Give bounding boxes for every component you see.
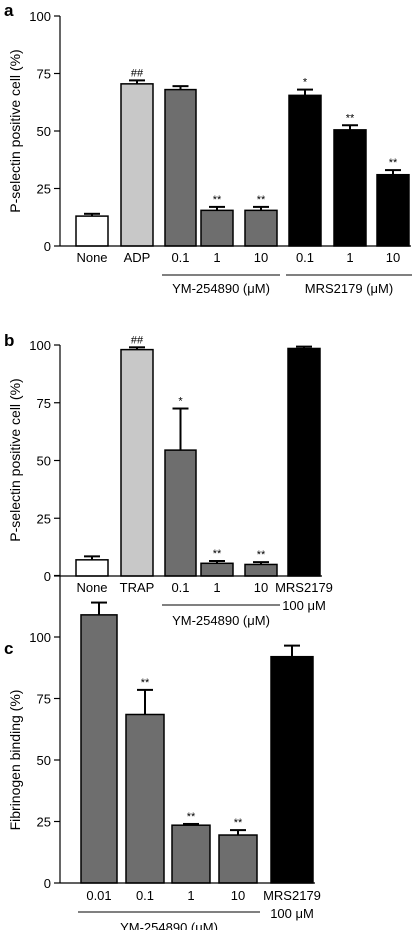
bar-1 <box>171 824 211 884</box>
bar-MRS2179 <box>270 655 314 884</box>
significance-label: ** <box>234 817 243 829</box>
significance-label: ## <box>131 67 144 79</box>
y-axis-label: P-selectin positive cell (%) <box>7 49 23 212</box>
x-tick-label: 0.1 <box>171 250 189 265</box>
x-tick-label: MRS2179 <box>263 888 321 903</box>
group-label: YM-254890 (μM) <box>172 613 270 628</box>
group-label: MRS2179 (μM) <box>305 281 393 296</box>
bar-0.1 <box>288 94 322 247</box>
y-tick-label: 50 <box>37 753 51 768</box>
bar-0.01 <box>80 614 118 884</box>
bar-ADP <box>120 83 154 247</box>
x-tick-label: 0.1 <box>296 250 314 265</box>
x-tick-label: 10 <box>386 250 400 265</box>
significance-label: ## <box>131 334 144 346</box>
y-tick-label: 50 <box>37 454 51 469</box>
significance-label: ** <box>389 157 398 169</box>
bar-1 <box>200 209 234 247</box>
y-tick-label: 0 <box>44 569 51 584</box>
panel-letter: b <box>4 331 14 350</box>
y-tick-label: 25 <box>37 182 51 197</box>
y-tick-label: 100 <box>29 9 51 24</box>
bar-TRAP <box>120 348 154 577</box>
x-tick-label: 0.1 <box>136 888 154 903</box>
significance-label: ** <box>141 677 150 689</box>
significance-label: ** <box>213 194 222 206</box>
x-tick-label: 0.01 <box>86 888 111 903</box>
significance-label: ** <box>257 549 266 561</box>
bar-10 <box>244 209 278 247</box>
y-tick-label: 75 <box>37 396 51 411</box>
group-label: YM-254890 (μM) <box>172 281 270 296</box>
significance-label: ** <box>187 811 196 823</box>
y-tick-label: 25 <box>37 815 51 830</box>
bar-None <box>75 559 109 577</box>
x-tick-label: ADP <box>124 250 151 265</box>
significance-label: ** <box>257 194 266 206</box>
y-axis-label: P-selectin positive cell (%) <box>7 378 23 541</box>
significance-label: ** <box>213 548 222 560</box>
x-tick-label: None <box>76 250 107 265</box>
panel-letter: a <box>4 1 14 20</box>
y-tick-label: 0 <box>44 239 51 254</box>
significance-label: * <box>303 77 308 89</box>
x-tick-label: MRS2179 <box>275 580 333 595</box>
y-axis-label: Fibrinogen binding (%) <box>7 690 23 831</box>
bar-0.1 <box>125 713 165 884</box>
x-tick-label: 1 <box>213 580 220 595</box>
bar-10 <box>244 563 278 577</box>
bar-10 <box>218 834 258 884</box>
significance-label: * <box>178 396 183 408</box>
y-tick-label: 0 <box>44 876 51 891</box>
x-tick-sublabel: 100 μM <box>270 906 314 921</box>
bar-10 <box>376 173 410 247</box>
bar-0.1 <box>164 88 197 247</box>
bar-None <box>75 215 109 247</box>
bar-MRS2179 <box>287 347 321 577</box>
bar-1 <box>200 562 234 577</box>
x-tick-label: 10 <box>254 580 268 595</box>
y-tick-label: 50 <box>37 124 51 139</box>
bar-1 <box>333 129 367 247</box>
x-tick-sublabel: 100 μM <box>282 598 326 613</box>
panel-b: b 0 25 50 75 100 P-selectin positive cell (%) N… <box>4 331 333 628</box>
y-tick-label: 25 <box>37 511 51 526</box>
x-tick-label: 1 <box>346 250 353 265</box>
panel-letter: c <box>4 639 13 658</box>
x-tick-label: 10 <box>231 888 245 903</box>
significance-label: ** <box>346 112 355 124</box>
x-tick-label: 1 <box>187 888 194 903</box>
y-tick-label: 100 <box>29 338 51 353</box>
x-tick-label: 10 <box>254 250 268 265</box>
y-tick-label: 100 <box>29 630 51 645</box>
panel-c: c 0 25 50 75 100 Fibrinogen binding (%) 0.01 ** 0… <box>4 574 321 930</box>
x-tick-label: None <box>76 580 107 595</box>
bar-0.1 <box>164 449 197 577</box>
panel-a: a 0 25 50 75 100 P-selectin positive cell (%) N… <box>4 1 412 296</box>
x-tick-label: TRAP <box>120 580 155 595</box>
x-tick-label: 1 <box>213 250 220 265</box>
y-tick-label: 75 <box>37 67 51 82</box>
y-tick-label: 75 <box>37 692 51 707</box>
group-label: YM-254890 (μM) <box>120 920 218 930</box>
x-tick-label: 0.1 <box>171 580 189 595</box>
